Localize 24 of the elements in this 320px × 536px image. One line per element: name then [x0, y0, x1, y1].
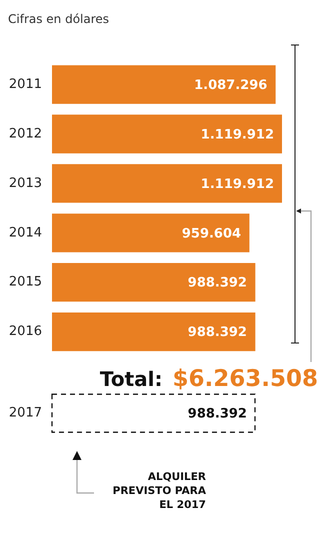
- bar: [52, 214, 250, 252]
- bar: [52, 312, 256, 352]
- annotation: $6.263.508: [172, 366, 318, 392]
- y-tick-label: 2011: [8, 76, 42, 92]
- bar: [52, 164, 282, 203]
- annotation: Total:: [100, 367, 162, 391]
- y-tick-label: 2015: [8, 274, 42, 290]
- bar: [52, 114, 282, 154]
- y-tick-label: 2016: [8, 324, 42, 340]
- y-tick-label: 2012: [8, 126, 42, 142]
- data-label: 959.604: [182, 226, 242, 242]
- y-tick-label: 2013: [8, 176, 42, 191]
- y-tick-label: 2014: [8, 225, 42, 240]
- data-label: 988.392: [188, 276, 247, 291]
- data-label: 1.119.912: [200, 176, 274, 192]
- data-label: 988.392: [188, 406, 247, 422]
- data-label: 1.087.296: [194, 78, 268, 93]
- data-label: 1.119.912: [200, 127, 274, 142]
- bar: [52, 65, 276, 104]
- data-label: 988.392: [188, 325, 247, 340]
- bar: [52, 263, 256, 302]
- text: ALQUILER PREVISTO PARA EL 2017: [112, 470, 206, 512]
- chart-title: Cifras en dólares: [8, 12, 110, 26]
- y-tick-label: 2017: [8, 406, 42, 421]
